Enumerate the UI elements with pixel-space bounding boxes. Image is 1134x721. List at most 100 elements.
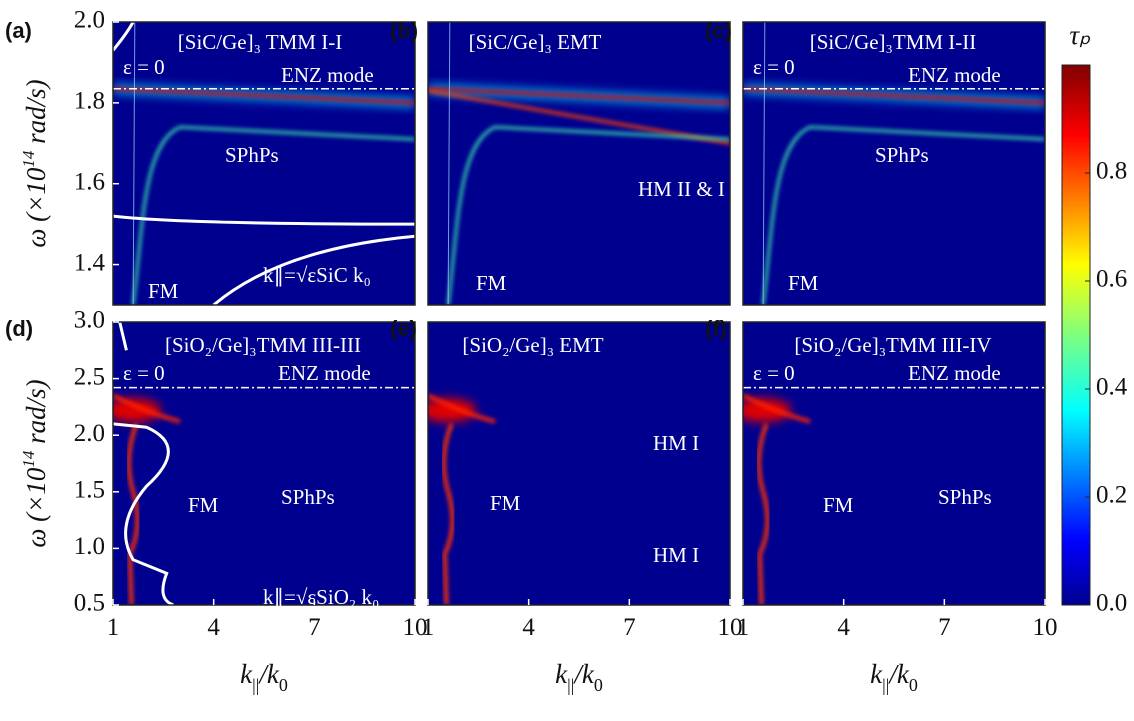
white-line	[113, 214, 415, 226]
feature	[743, 87, 1045, 105]
y-tick-label: 1.4	[74, 249, 106, 276]
y-tick-label: 1.0	[74, 533, 105, 560]
feature	[428, 393, 496, 424]
panel-label: (b)	[390, 18, 418, 43]
feature	[113, 398, 162, 423]
panel-title: [SiO₂/Ge]₃ EMT	[462, 333, 603, 357]
annotation: ENZ mode	[281, 63, 374, 87]
x-axis-label-part: /k	[887, 659, 910, 689]
annotation: FM	[490, 491, 521, 515]
x-tick-label: 4	[837, 614, 850, 641]
feature	[756, 423, 770, 605]
annotation: HM I	[653, 543, 699, 567]
y-axis-label-part: 14	[19, 450, 38, 468]
white-line	[118, 322, 128, 351]
y-tick-label: 1.5	[74, 477, 105, 504]
feature	[428, 89, 730, 145]
panel-label: (e)	[390, 316, 417, 341]
panel-title: [SiO₂/Ge]₃TMM III-III	[165, 333, 361, 357]
panel-title: [SiC/Ge]₃TMM I-II	[810, 30, 977, 54]
colorbar	[1061, 64, 1091, 606]
x-axis-label-part: k	[870, 659, 883, 689]
heatmap-features	[428, 22, 730, 305]
x-tick-label: 7	[308, 614, 321, 641]
panel-label: (f)	[705, 316, 727, 341]
colorbar-label: τₚ	[1069, 20, 1091, 50]
heatmap-features	[428, 393, 730, 605]
y-tick-label: 1.8	[74, 88, 105, 115]
y-tick-label: 2.5	[74, 363, 105, 390]
feature	[761, 125, 1045, 305]
annotation: ε = 0	[753, 361, 795, 385]
annotation: HM I	[653, 431, 699, 455]
feature	[113, 393, 181, 424]
annotation: ENZ mode	[908, 361, 1001, 385]
y-axis-label-part: ω (×10	[21, 167, 51, 248]
y-tick-label: 3.0	[74, 307, 105, 334]
plot-frame	[742, 321, 1046, 606]
colorbar-tick-label: 0.2	[1096, 482, 1127, 509]
feature	[428, 87, 730, 105]
annotation: SPhPs	[938, 485, 992, 509]
annotation: k∥=√εSiO₂ k₀	[263, 585, 379, 609]
x-tick-label: 7	[938, 614, 951, 641]
panel-label: (d)	[5, 316, 33, 341]
heatmap-features	[743, 22, 1045, 305]
x-axis-label: k||/k0	[240, 659, 288, 695]
plot-frame	[742, 21, 1046, 306]
colorbar-tick-label: 0.0	[1096, 590, 1127, 617]
annotation: ENZ mode	[908, 63, 1001, 87]
x-axis-label-part: k	[240, 659, 253, 689]
annotation: ε = 0	[753, 55, 795, 79]
x-tick-label: 10	[403, 614, 428, 641]
feature	[126, 423, 140, 605]
feature	[441, 423, 455, 605]
annotation: ε = 0	[123, 55, 165, 79]
colorbar-tick-label: 0.4	[1096, 374, 1128, 401]
annotation: ε = 0	[123, 361, 165, 385]
x-axis-label-part: ||	[252, 675, 259, 695]
plot-frame	[427, 321, 731, 606]
panel-label: (a)	[5, 18, 32, 43]
annotation: HM II & I	[638, 177, 725, 201]
annotation: FM	[188, 493, 219, 517]
x-axis-label-part: 0	[594, 675, 603, 695]
plot-background	[113, 22, 415, 305]
y-tick-label: 0.5	[74, 590, 105, 617]
feature	[428, 398, 477, 423]
white-line	[212, 234, 415, 305]
x-axis-label-part: ||	[882, 675, 889, 695]
annotation: SPhPs	[875, 143, 929, 167]
heatmap-features	[743, 386, 1045, 605]
x-axis-label-part: k	[555, 659, 568, 689]
feature	[743, 398, 792, 423]
y-axis-label-part: rad/s)	[21, 379, 51, 450]
y-axis-label-part: ω (×10	[21, 467, 51, 548]
y-tick-label: 2.0	[74, 7, 105, 34]
feature	[132, 22, 136, 305]
x-tick-label: 10	[718, 614, 743, 641]
feature	[447, 22, 451, 305]
x-axis-label: k||/k0	[870, 659, 918, 695]
x-axis-label-part: /k	[572, 659, 595, 689]
white-line	[113, 422, 174, 605]
colorbar-tick-label: 0.8	[1096, 158, 1127, 185]
annotation: SPhPs	[225, 143, 279, 167]
annotation: FM	[148, 279, 179, 303]
heatmap-features	[113, 322, 415, 605]
white-line	[113, 22, 135, 52]
feature	[131, 125, 415, 305]
feature	[113, 87, 415, 105]
x-axis-label-part: /k	[257, 659, 280, 689]
y-tick-label: 1.6	[74, 168, 105, 195]
x-tick-label: 4	[522, 614, 535, 641]
plot-frame	[112, 21, 416, 306]
panel-label: (c)	[705, 18, 732, 43]
annotation: SPhPs	[281, 485, 335, 509]
panel-title: [SiC/Ge]₃ TMM I-I	[178, 30, 342, 54]
x-axis-label-part: 0	[909, 675, 918, 695]
x-tick-label: 1	[107, 614, 120, 641]
x-tick-label: 10	[1033, 614, 1058, 641]
plot-frame	[112, 321, 416, 606]
